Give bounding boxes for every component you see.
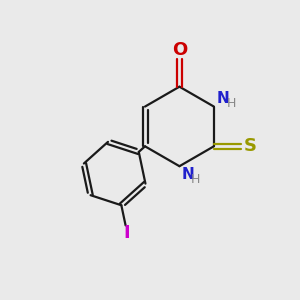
Text: S: S: [243, 137, 256, 155]
Text: I: I: [124, 224, 130, 242]
Text: H: H: [226, 97, 236, 110]
Text: O: O: [172, 41, 187, 59]
Text: N: N: [181, 167, 194, 182]
Text: N: N: [216, 91, 229, 106]
Text: H: H: [191, 173, 201, 186]
